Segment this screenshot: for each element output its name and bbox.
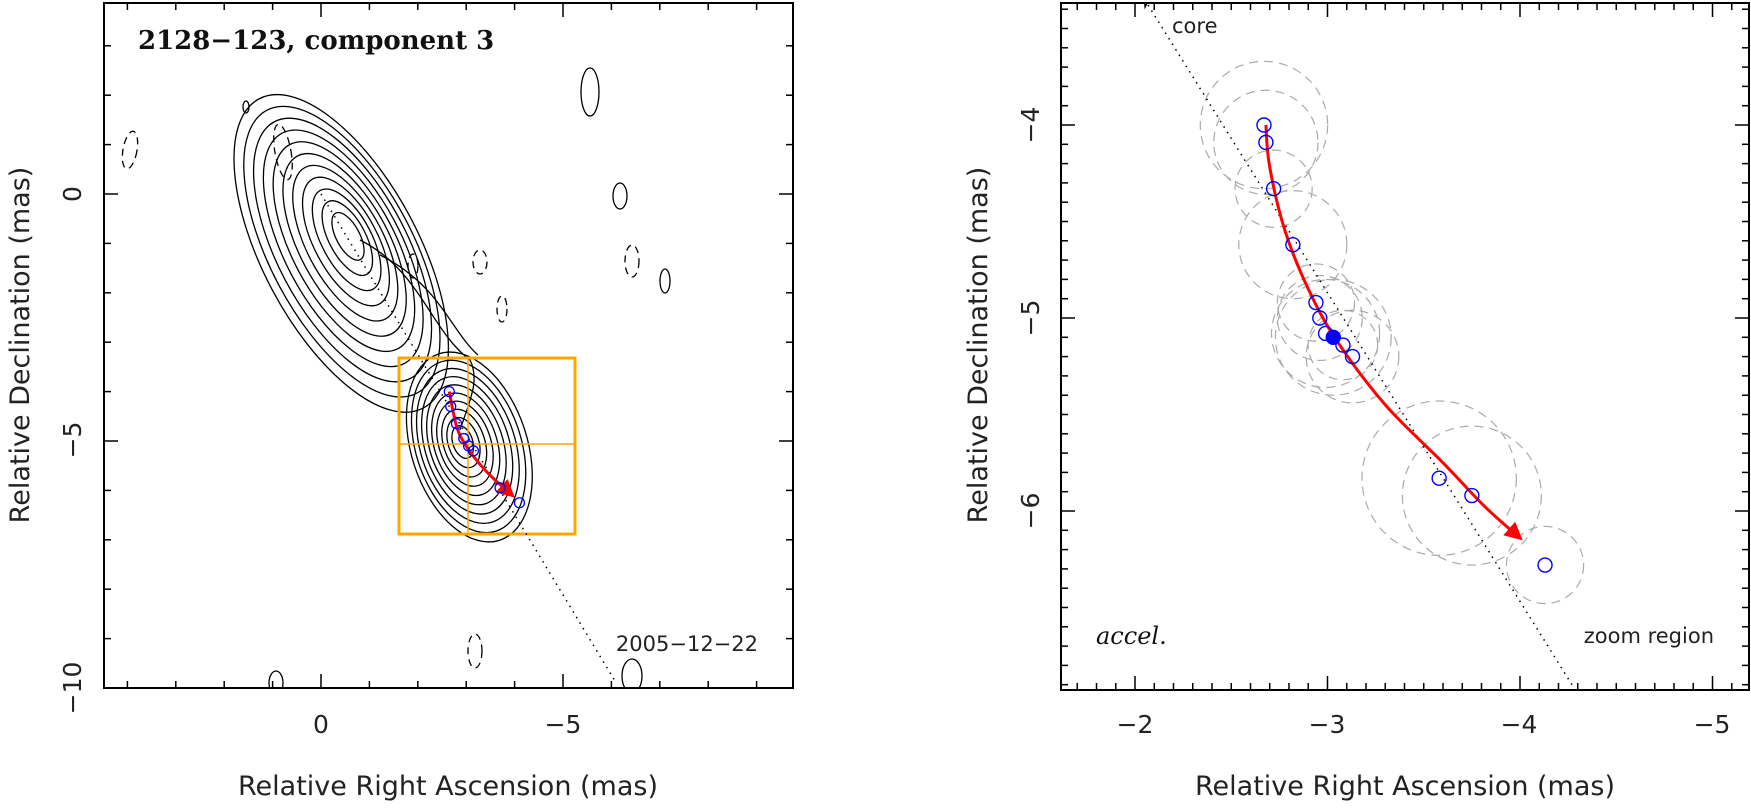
contour-line (410, 359, 527, 534)
contour-line (415, 367, 520, 524)
map-x-axis-label: Relative Right Ascension (mas) (238, 771, 658, 802)
map-frame (103, 2, 794, 689)
component-marker (1537, 557, 1553, 573)
component-marker (1256, 117, 1272, 133)
map-ticks (104, 3, 793, 689)
component-marker (1308, 294, 1324, 311)
size-circle (1213, 89, 1319, 196)
component-marker (443, 385, 455, 398)
contour-line (311, 188, 382, 292)
zoom-x-axis-label: Relative Right Ascension (mas) (1195, 771, 1615, 802)
contour-line (621, 658, 643, 688)
size-circle (1238, 190, 1348, 300)
component-marker (1335, 337, 1351, 353)
contour-line (292, 164, 399, 322)
map-x-tick-label: 0 (313, 710, 329, 739)
component-markers (1256, 117, 1553, 573)
zoom-frame (1060, 2, 1750, 691)
contour-line (268, 670, 284, 688)
size-circle (1234, 149, 1313, 228)
zoom-x-tick-label: −3 (1309, 710, 1346, 739)
component-marker (1265, 180, 1282, 197)
contour-line (580, 67, 600, 117)
zoom-ticks (1061, 3, 1749, 690)
zoom-y-tick-label: −5 (1016, 300, 1045, 337)
component-marker (450, 418, 463, 430)
zoom-y-axis-label: Relative Declination (mas) (963, 167, 994, 524)
component-marker (1431, 470, 1447, 486)
negative-contour (121, 130, 139, 170)
map-panel: 2128−123, component 3 2005−12−22 0 −5 0 … (5, 2, 794, 802)
map-y-axis-label: Relative Declination (mas) (5, 167, 36, 524)
contour-line (420, 375, 514, 515)
contour-line (425, 384, 507, 506)
negative-contour (407, 253, 419, 279)
component-markers (443, 385, 526, 509)
zoom-panel: core zoom region accel. −2 −3 −4 −5 −4 −… (963, 2, 1750, 802)
size-circle (1270, 278, 1381, 389)
accel-annotation: accel. (1096, 622, 1167, 650)
negative-contour (472, 249, 488, 275)
size-circle (1361, 400, 1517, 556)
zoom-x-tick-label: −5 (1694, 710, 1731, 739)
jet-axis-line (1143, 3, 1573, 686)
trajectory-curve (1264, 124, 1523, 541)
contour-line (252, 117, 433, 383)
zoom-region-annotation: zoom region (1584, 624, 1714, 648)
size-circle (1199, 60, 1329, 190)
contour-line (321, 200, 374, 277)
zoom-x-tick-label: −2 (1117, 710, 1154, 739)
map-y-tick-label: −5 (58, 422, 87, 459)
component-marker (1285, 236, 1301, 253)
contour-line (262, 129, 424, 368)
contour-map (121, 67, 671, 688)
contour-line (405, 351, 533, 543)
contour-line (272, 141, 416, 353)
negative-contour (496, 295, 508, 323)
size-circle (1276, 263, 1356, 342)
epoch-label: 2005−12−22 (616, 632, 758, 656)
negative-contour (624, 244, 640, 278)
contour-line (359, 239, 475, 431)
size-circle (1305, 309, 1400, 404)
zoom-y-tick-label: −4 (1016, 107, 1045, 144)
negative-contour (467, 633, 483, 669)
contour-line (331, 211, 365, 261)
size-circle (1276, 274, 1363, 362)
zoom-y-tick-label: −6 (1016, 493, 1045, 530)
component-marker (494, 482, 506, 494)
component-marker (513, 497, 526, 509)
contour-line (242, 100, 250, 114)
map-y-tick-label: −10 (58, 662, 87, 715)
component-marker (1344, 348, 1361, 365)
size-circle (1307, 309, 1379, 381)
contour-line (379, 254, 479, 356)
component-marker (467, 445, 480, 457)
zoom-x-tick-label: −4 (1501, 710, 1538, 739)
contour-line (612, 182, 628, 210)
component-marker (1312, 310, 1328, 326)
size-circle (1401, 425, 1542, 566)
component-size-circles (1199, 60, 1585, 605)
trajectory-curve (447, 391, 515, 498)
contour-line (282, 152, 407, 337)
contour-line (243, 105, 441, 398)
contour-line (659, 268, 671, 294)
negative-contour (273, 123, 293, 181)
component-marker (1325, 329, 1341, 345)
map-x-tick-label: −5 (545, 710, 582, 739)
map-y-tick-label: 0 (58, 186, 87, 202)
component-marker (445, 400, 457, 413)
size-circle (1274, 278, 1392, 396)
size-circle (1505, 525, 1585, 605)
contour-line (301, 176, 391, 307)
component-marker (1258, 134, 1274, 151)
map-title: 2128−123, component 3 (138, 26, 494, 56)
core-annotation: core (1172, 14, 1218, 38)
component-marker (1464, 487, 1480, 504)
